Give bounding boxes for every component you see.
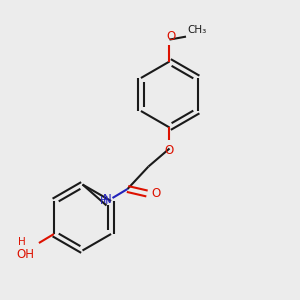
Text: CH₃: CH₃ (188, 25, 207, 35)
Text: O: O (151, 187, 160, 200)
Text: O: O (165, 144, 174, 157)
Text: N: N (103, 193, 112, 206)
Text: H: H (100, 196, 108, 206)
Text: OH: OH (16, 248, 34, 260)
Text: H: H (18, 237, 26, 248)
Text: O: O (167, 31, 176, 44)
